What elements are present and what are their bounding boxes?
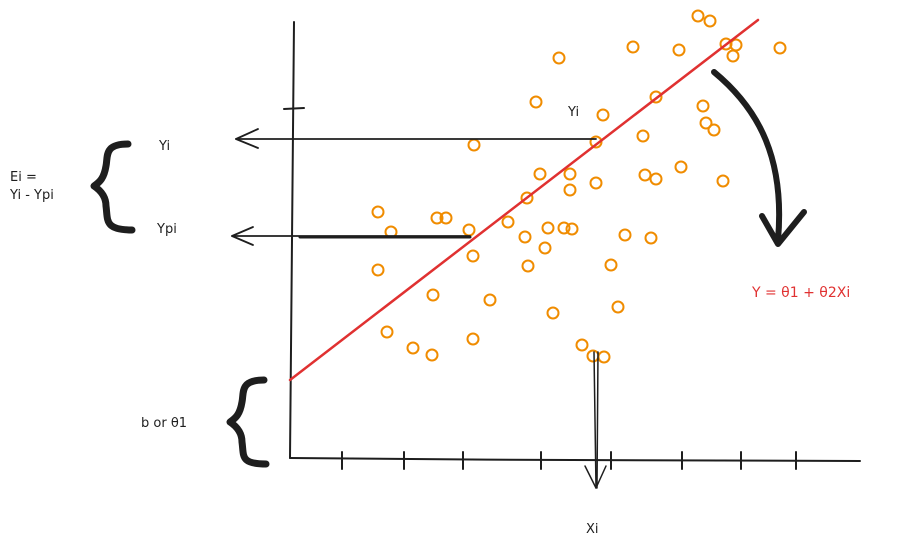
data-point xyxy=(466,249,480,263)
data-point xyxy=(707,123,721,137)
axes xyxy=(283,21,861,470)
observed-label: Yi xyxy=(158,139,170,154)
x-axis-ticks xyxy=(341,451,797,470)
data-point xyxy=(430,211,444,225)
data-point xyxy=(604,258,618,272)
arrow-left-icon xyxy=(231,226,254,246)
data-point xyxy=(726,49,740,63)
residual-definition-line2: Yi - Ypi xyxy=(9,188,54,203)
data-point xyxy=(586,349,600,363)
data-point xyxy=(597,350,611,364)
data-point xyxy=(546,306,560,320)
x-axis xyxy=(289,457,861,462)
data-point xyxy=(589,176,603,190)
residual-definition-line1: Ei = xyxy=(10,170,37,185)
data-point xyxy=(691,9,705,23)
data-point xyxy=(371,205,385,219)
xi-arrow-shaft-left xyxy=(593,351,597,489)
arrow-left-icon xyxy=(235,128,259,149)
data-point xyxy=(520,191,534,205)
data-point xyxy=(696,99,710,113)
data-point xyxy=(674,160,688,174)
data-point xyxy=(716,174,730,188)
data-point xyxy=(563,183,577,197)
data-point xyxy=(644,231,658,245)
data-point xyxy=(565,222,579,236)
curved-arrow-icon xyxy=(711,69,807,247)
regression-line xyxy=(288,18,760,382)
data-point xyxy=(672,43,686,57)
curly-brace-icon xyxy=(226,376,270,468)
regression-equation: Y = θ1 + θ2Xi xyxy=(751,285,850,301)
y-axis-tick xyxy=(283,107,305,110)
data-point xyxy=(626,40,640,54)
curly-brace-icon xyxy=(90,140,136,234)
data-point xyxy=(649,172,663,186)
data-point xyxy=(575,338,589,352)
xi-arrow-shaft-right xyxy=(596,351,599,489)
data-point xyxy=(426,288,440,302)
y-axis xyxy=(289,21,295,459)
data-point xyxy=(521,259,535,273)
data-point xyxy=(618,228,632,242)
arrow-down-icon xyxy=(584,465,607,489)
data-point xyxy=(541,221,555,235)
data-point xyxy=(552,51,566,65)
data-point xyxy=(406,341,420,355)
data-point xyxy=(439,211,453,225)
data-point xyxy=(483,293,497,307)
data-point xyxy=(538,241,552,255)
predicted-arrow xyxy=(231,226,472,246)
data-point xyxy=(703,14,717,28)
observed-arrow xyxy=(235,128,597,149)
data-points xyxy=(371,9,787,364)
xi-arrow xyxy=(584,351,607,489)
intercept-label: b or θ1 xyxy=(141,416,187,431)
data-point xyxy=(462,223,476,237)
data-point xyxy=(699,116,713,130)
data-point xyxy=(466,332,480,346)
predicted-label: Ypi xyxy=(156,222,177,237)
data-point xyxy=(557,221,571,235)
data-point xyxy=(529,95,543,109)
data-point xyxy=(518,230,532,244)
data-point xyxy=(596,108,610,122)
data-point xyxy=(638,168,652,182)
data-point xyxy=(611,300,625,314)
data-point xyxy=(589,135,603,149)
data-point xyxy=(380,325,394,339)
data-point xyxy=(636,129,650,143)
data-point xyxy=(467,138,481,152)
data-point xyxy=(501,215,515,229)
data-point xyxy=(533,167,547,181)
data-point xyxy=(425,348,439,362)
data-point xyxy=(563,167,577,181)
x-value-label: Xi xyxy=(586,522,599,537)
data-point xyxy=(649,90,663,104)
data-point xyxy=(371,263,385,277)
data-point xyxy=(773,41,787,55)
curved-arrow-head xyxy=(759,209,807,247)
curved-arrow-shaft xyxy=(711,69,783,243)
observed-at-line-label: Yi xyxy=(567,105,579,120)
